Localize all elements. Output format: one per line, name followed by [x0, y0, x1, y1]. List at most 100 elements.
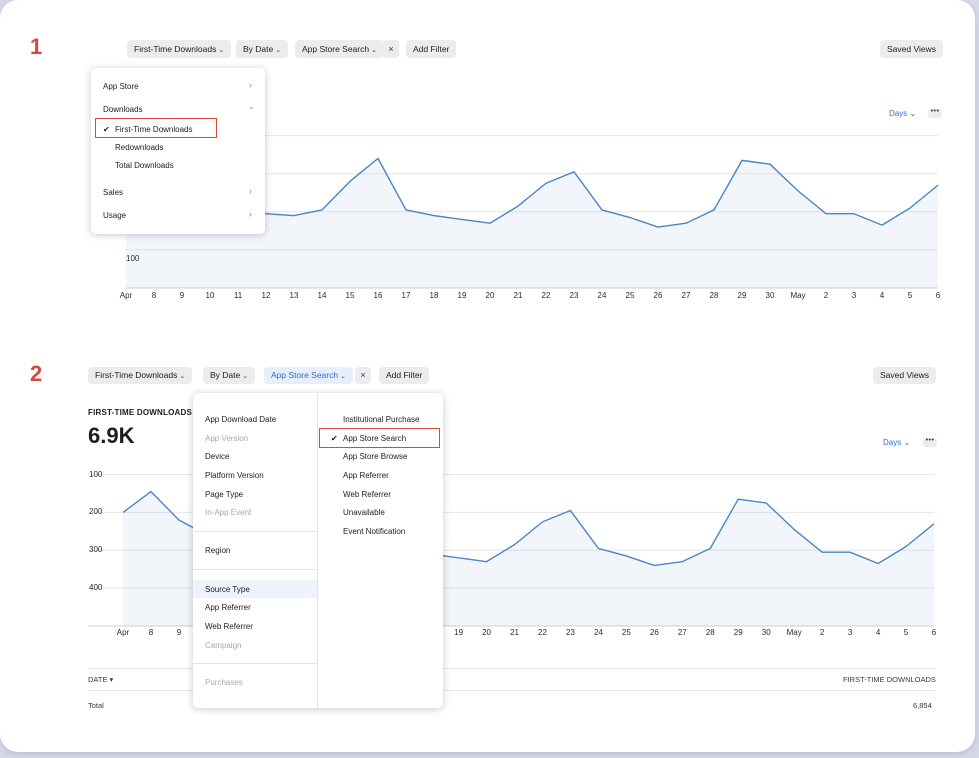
x-axis-tick: 9	[176, 628, 182, 637]
source-filter-dropdown[interactable]: App Store Search ⌄	[295, 40, 384, 58]
x-axis-tick: 2	[819, 628, 825, 637]
menu-item-redownloads[interactable]: Redownloads	[115, 143, 164, 152]
metric-dropdown[interactable]: First-Time Downloads ⌄	[127, 40, 232, 58]
x-axis-tick: Apr	[116, 628, 130, 637]
series-area	[126, 152, 938, 288]
menu-separator	[193, 531, 317, 532]
source-filter-label: App Store Search	[302, 44, 370, 54]
menu-item-source[interactable]: Web Referrer	[343, 490, 391, 499]
menu-item-dimension[interactable]: App Referrer	[205, 603, 251, 612]
chevron-right-icon: ›	[249, 80, 252, 90]
menu-item-source[interactable]: App Store Search	[343, 434, 407, 443]
add-filter-button[interactable]: Add Filter	[379, 367, 430, 384]
saved-views-button[interactable]: Saved Views	[873, 367, 936, 384]
group-by-dropdown[interactable]: By Date ⌄	[236, 40, 289, 58]
x-axis-tick: 15	[345, 291, 355, 300]
selection-highlight-box	[95, 118, 217, 138]
menu-item-dimension[interactable]: Campaign	[205, 641, 242, 650]
x-axis-tick: 13	[289, 291, 299, 300]
menu-item-source[interactable]: Institutional Purchase	[343, 415, 420, 424]
days-selector[interactable]: Days ⌄	[883, 438, 910, 447]
chevron-down-icon: ⌄	[901, 438, 911, 447]
remove-filter-button[interactable]: ×	[355, 367, 371, 384]
menu-item-dimension[interactable]: App Version	[205, 434, 249, 443]
table-divider	[88, 668, 936, 669]
menu-item-dimension[interactable]: Web Referrer	[205, 622, 253, 631]
x-axis-tick: 20	[482, 628, 491, 637]
metric-dropdown-label: First-Time Downloads	[95, 370, 178, 380]
menu-item-total-downloads[interactable]: Total Downloads	[115, 161, 174, 170]
x-axis-tick: 3	[851, 291, 857, 300]
x-axis-tick: 23	[565, 628, 575, 637]
y-axis-tick: 300	[89, 545, 103, 555]
x-axis-tick: 25	[621, 628, 631, 637]
days-label: Days	[883, 438, 902, 447]
x-axis-tick: 28	[705, 628, 715, 637]
x-axis-tick: 30	[765, 291, 775, 300]
menu-item-source[interactable]: App Store Browse	[343, 452, 408, 461]
menu-item-dimension[interactable]: Device	[205, 452, 230, 461]
date-column-header[interactable]: DATE ▾	[88, 675, 113, 684]
y-axis-tick: 100	[89, 469, 103, 479]
menu-item-source[interactable]: App Referrer	[343, 471, 389, 480]
menu-item-sales[interactable]: Sales	[103, 188, 124, 197]
group-by-dropdown[interactable]: By Date ⌄	[203, 367, 256, 384]
x-axis-tick: 27	[677, 628, 687, 637]
saved-views-button[interactable]: Saved Views	[880, 40, 943, 58]
stat-label: FIRST-TIME DOWNLOADS	[88, 408, 192, 417]
x-axis-tick: 6	[935, 291, 941, 300]
x-axis-tick: 22	[538, 628, 547, 637]
menu-column-divider	[317, 393, 318, 708]
menu-item-dimension[interactable]: Source Type	[205, 585, 250, 594]
x-axis-tick: 19	[454, 628, 464, 637]
source-filter-menu: App Download Date App Version Device Platfo…	[193, 393, 443, 708]
x-axis-tick: 11	[233, 291, 243, 300]
x-axis-tick: 21	[510, 628, 519, 637]
menu-item-app-store[interactable]: App Store	[103, 82, 139, 91]
menu-item-dimension[interactable]: Purchases	[205, 678, 243, 687]
menu-item-dimension[interactable]: Page Type	[205, 490, 244, 499]
stat-value: 6.9K	[88, 423, 135, 448]
group-by-label: By Date	[243, 44, 274, 54]
chevron-down-icon: ⌄	[179, 373, 186, 380]
more-options-icon[interactable]: •••	[923, 437, 937, 447]
chevron-down-icon: ⌄	[907, 109, 917, 118]
menu-item-first-time-downloads[interactable]: First-Time Downloads	[115, 125, 193, 134]
date-header-label: DATE	[88, 675, 108, 684]
x-axis-tick: 17	[401, 291, 411, 300]
x-axis-tick: 27	[681, 291, 691, 300]
group-by-label: By Date	[210, 370, 241, 380]
menu-item-dimension[interactable]: In-App Event	[205, 508, 252, 517]
add-filter-button[interactable]: Add Filter	[406, 40, 457, 58]
x-axis-tick: 8	[151, 291, 157, 300]
days-selector[interactable]: Days ⌄	[889, 109, 916, 118]
menu-item-source[interactable]: Unavailable	[343, 508, 385, 517]
y-axis-tick: 100	[126, 254, 140, 263]
menu-item-downloads[interactable]: Downloads	[103, 105, 143, 114]
metric-column-header: FIRST-TIME DOWNLOADS	[843, 675, 936, 684]
metric-dropdown[interactable]: First-Time Downloads ⌄	[88, 367, 193, 384]
more-options-icon[interactable]: •••	[928, 108, 942, 118]
x-axis-tick: 29	[737, 291, 747, 300]
chevron-down-icon: ⌄	[218, 47, 225, 54]
checkmark-icon: ✔	[103, 125, 110, 134]
menu-item-usage[interactable]: Usage	[103, 211, 127, 220]
x-axis-tick: 9	[179, 291, 185, 300]
remove-filter-button[interactable]: ×	[383, 40, 399, 58]
x-axis-tick: 18	[429, 291, 439, 300]
x-axis-tick: 29	[733, 628, 743, 637]
menu-item-source[interactable]: Event Notification	[343, 527, 406, 536]
chevron-down-icon: ⌄	[242, 373, 249, 380]
x-axis-tick: 14	[317, 291, 327, 300]
menu-item-dimension[interactable]: Region	[205, 546, 231, 555]
x-axis-tick: Apr	[119, 291, 133, 300]
chevron-right-icon: ›	[249, 186, 252, 196]
source-filter-dropdown[interactable]: App Store Search ⌄	[264, 367, 353, 384]
x-axis-tick: 26	[649, 628, 659, 637]
x-axis-tick: May	[786, 628, 802, 637]
x-axis-tick: May	[790, 291, 806, 300]
y-axis-tick: 400	[89, 583, 103, 593]
menu-item-dimension[interactable]: Platform Version	[205, 471, 264, 480]
menu-item-dimension[interactable]: App Download Date	[205, 415, 277, 424]
